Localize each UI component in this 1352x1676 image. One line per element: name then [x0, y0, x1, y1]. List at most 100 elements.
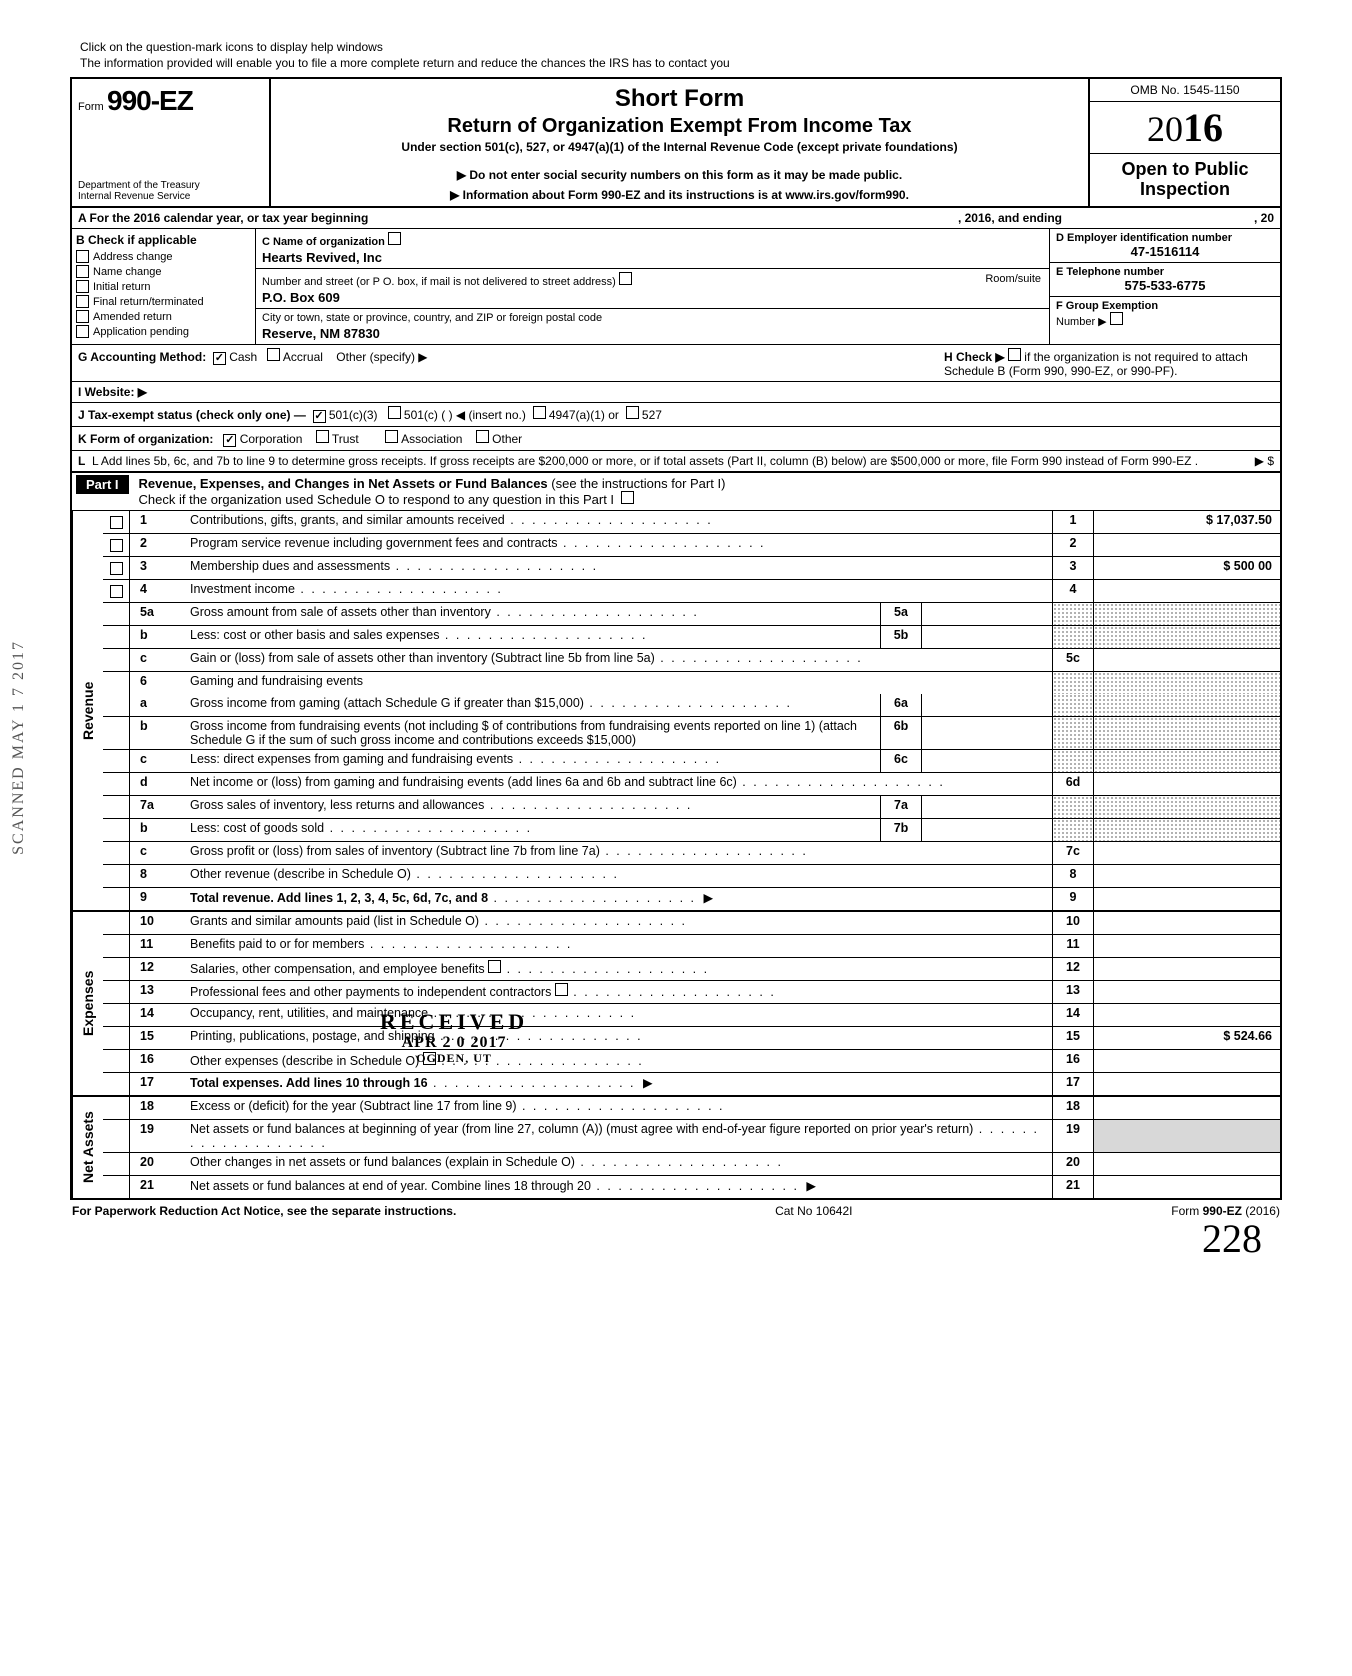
checkbox-trust[interactable] [316, 430, 329, 443]
b-address-change[interactable]: Address change [76, 250, 251, 263]
netassets-label: Net Assets [72, 1097, 103, 1198]
checkbox-h[interactable] [1008, 348, 1021, 361]
form-number: 990-EZ [107, 85, 193, 116]
short-form-title: Short Form [281, 85, 1078, 113]
row-g-h: G Accounting Method: Cash Accrual Other … [70, 345, 1282, 382]
checkbox-icon [110, 562, 123, 575]
checkbox-icon [388, 232, 401, 245]
line-6d: d Net income or (loss) from gaming and f… [103, 773, 1280, 796]
j-4947: 4947(a)(1) or [549, 408, 619, 422]
expenses-section: Expenses 10 Grants and similar amounts p… [70, 912, 1282, 1097]
open-to-public: Open to Public Inspection [1090, 154, 1280, 206]
year-prefix: 20 [1147, 109, 1183, 149]
checkbox-other[interactable] [476, 430, 489, 443]
year-big: 16 [1183, 105, 1223, 150]
checkbox-assoc[interactable] [385, 430, 398, 443]
checkbox-icon [76, 295, 89, 308]
k-corp: Corporation [240, 432, 303, 446]
j-501c: 501(c) ( ) ◀ (insert no.) [404, 408, 526, 422]
j-527: 527 [642, 408, 662, 422]
open-public-2: Inspection [1140, 179, 1230, 199]
checkbox-icon [76, 310, 89, 323]
revenue-label: Revenue [72, 511, 103, 910]
help-icon [423, 1052, 436, 1065]
dept-2: Internal Revenue Service [78, 191, 190, 202]
checkbox-4947[interactable] [533, 406, 546, 419]
b-final-return[interactable]: Final return/terminated [76, 295, 251, 308]
e-value: 575-533-6775 [1056, 278, 1274, 293]
b-amended-return[interactable]: Amended return [76, 310, 251, 323]
line-4: 4 Investment income 4 [103, 580, 1280, 603]
checkbox-icon [76, 250, 89, 263]
b-name-change[interactable]: Name change [76, 265, 251, 278]
line-2: 2 Program service revenue including gove… [103, 534, 1280, 557]
checkbox-501c[interactable] [388, 406, 401, 419]
checkbox-501c3[interactable] [313, 410, 326, 423]
row-l: L L Add lines 5b, 6c, and 7b to line 9 t… [70, 451, 1282, 472]
checkbox-corp[interactable] [223, 434, 236, 447]
footer-left: For Paperwork Reduction Act Notice, see … [72, 1204, 456, 1218]
f-label: F Group Exemption [1056, 300, 1274, 312]
help-icon [488, 960, 501, 973]
line-5b: b Less: cost or other basis and sales ex… [103, 626, 1280, 649]
line-6: 6 Gaming and fundraising events [103, 672, 1280, 694]
d-label: D Employer identification number [1056, 232, 1274, 244]
line-12: 12 Salaries, other compensation, and emp… [103, 958, 1280, 981]
b-application-pending[interactable]: Application pending [76, 325, 251, 338]
revenue-section: Revenue 1 Contributions, gifts, grants, … [70, 511, 1282, 912]
i-label: I Website: ▶ [78, 385, 147, 399]
part1-sub: Check if the organization used Schedule … [139, 492, 615, 507]
checkbox-part1[interactable] [621, 491, 634, 504]
help-icon [555, 983, 568, 996]
d-row: D Employer identification number 47-1516… [1050, 229, 1280, 263]
line-7a: 7a Gross sales of inventory, less return… [103, 796, 1280, 819]
b-head: B Check if applicable [76, 233, 251, 247]
b-initial-return[interactable]: Initial return [76, 280, 251, 293]
line-6b: b Gross income from fundraising events (… [103, 717, 1280, 750]
row-a-left: A For the 2016 calendar year, or tax yea… [72, 208, 952, 228]
row-k: K Form of organization: Corporation Trus… [70, 427, 1282, 451]
checkbox-icon [1110, 312, 1123, 325]
part1-text: Revenue, Expenses, and Changes in Net As… [133, 473, 1280, 510]
e-label: E Telephone number [1056, 266, 1274, 278]
row-a: A For the 2016 calendar year, or tax yea… [70, 208, 1282, 229]
checkbox-cash[interactable] [213, 352, 226, 365]
h-label: H Check ▶ [944, 350, 1005, 364]
arrow-line-2: ▶ Information about Form 990-EZ and its … [281, 188, 1078, 202]
checkbox-527[interactable] [626, 406, 639, 419]
f-row: F Group Exemption Number ▶ [1050, 297, 1280, 331]
k-label: K Form of organization: [78, 432, 213, 446]
expenses-label: Expenses [72, 912, 103, 1095]
line-9: 9 Total revenue. Add lines 1, 2, 3, 4, 5… [103, 888, 1280, 910]
line-3: 3 Membership dues and assessments 3 $ 50… [103, 557, 1280, 580]
omb-number: OMB No. 1545-1150 [1090, 79, 1280, 102]
top-note: Click on the question-mark icons to disp… [80, 40, 1282, 71]
room-label: Room/suite [985, 273, 1041, 285]
checkbox-icon [76, 280, 89, 293]
tax-year: 2016 [1090, 102, 1280, 154]
g-other: Other (specify) ▶ [336, 350, 427, 364]
g-cash: Cash [229, 350, 257, 364]
g-accrual: Accrual [283, 350, 323, 364]
line-14: 14 Occupancy, rent, utilities, and maint… [103, 1004, 1280, 1027]
line-7c: c Gross profit or (loss) from sales of i… [103, 842, 1280, 865]
city-row: City or town, state or province, country… [256, 309, 1049, 344]
k-trust: Trust [332, 432, 359, 446]
checkbox-icon [76, 325, 89, 338]
g-label: G Accounting Method: [78, 350, 206, 364]
addr-row: Number and street (or P O. box, if mail … [256, 269, 1049, 309]
checkbox-icon [110, 516, 123, 529]
part1-t2: (see the instructions for Part I) [548, 476, 726, 491]
checkbox-accrual[interactable] [267, 348, 280, 361]
line-21: 21 Net assets or fund balances at end of… [103, 1176, 1280, 1198]
row-a-right: , 20 [1068, 208, 1280, 228]
form-prefix: Form [78, 101, 104, 113]
city-value: Reserve, NM 87830 [262, 326, 1043, 341]
city-label: City or town, state or province, country… [262, 312, 602, 324]
open-public-1: Open to Public [1121, 159, 1248, 179]
dept-block: Department of the Treasury Internal Reve… [78, 180, 263, 202]
scanned-stamp: SCANNED MAY 1 7 2017 [10, 640, 28, 855]
form-header: Form 990-EZ Department of the Treasury I… [70, 77, 1282, 208]
l-arrow: ▶ $ [1255, 454, 1274, 468]
line-11: 11 Benefits paid to or for members 11 [103, 935, 1280, 958]
